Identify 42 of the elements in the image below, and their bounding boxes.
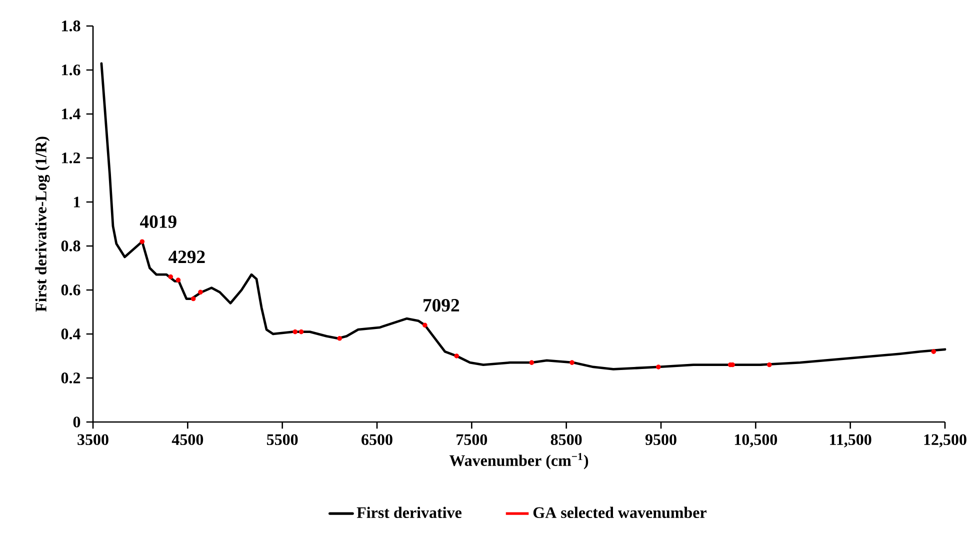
x-tick-label: 7500 bbox=[456, 434, 488, 446]
legend-label: GA selected wavenumber bbox=[533, 506, 706, 518]
y-tick-label: 0.2 bbox=[61, 372, 80, 384]
y-tick-label: 1.4 bbox=[62, 108, 80, 120]
annotation: 4019 bbox=[140, 215, 176, 228]
point bbox=[176, 278, 181, 282]
x-tick-label: 4500 bbox=[172, 434, 204, 446]
point bbox=[656, 364, 661, 370]
point bbox=[529, 360, 534, 365]
y-tick-label: 1.6 bbox=[62, 64, 80, 76]
x-tick-label: 8500 bbox=[550, 434, 582, 446]
point bbox=[168, 274, 174, 280]
point bbox=[766, 362, 772, 368]
y-tick-label: 1.2 bbox=[62, 152, 80, 164]
point bbox=[337, 336, 342, 341]
point bbox=[422, 322, 428, 328]
y-tick-label: 0.8 bbox=[61, 240, 80, 252]
x-tick-label: 12,500 bbox=[924, 434, 966, 448]
point bbox=[198, 290, 203, 295]
y-tick-label: 1.8 bbox=[62, 20, 80, 32]
x-tick-label: 6500 bbox=[362, 434, 392, 446]
y-axis-title: First derivative-Log (1/R) bbox=[35, 136, 50, 312]
legend-label: First derivative bbox=[356, 506, 462, 518]
x-tick-label: 5500 bbox=[266, 434, 298, 446]
x-tick-label: 10,500 bbox=[734, 434, 778, 448]
point bbox=[140, 239, 145, 244]
annotation: 7092 bbox=[424, 298, 460, 312]
y-tick-label: 0 bbox=[73, 416, 80, 428]
point bbox=[454, 354, 460, 358]
point bbox=[292, 329, 298, 334]
y-tick-label: 0.6 bbox=[61, 284, 80, 296]
point bbox=[570, 360, 574, 365]
point bbox=[298, 329, 304, 334]
x-axis-title: Wavenumber (cm$^{−1}$) bbox=[449, 452, 588, 470]
y-tick-label: 0.4 bbox=[61, 328, 80, 340]
x-tick-label: 9500 bbox=[645, 434, 676, 446]
annotation: 4292 bbox=[168, 250, 205, 264]
x-tick-label: 11,500 bbox=[830, 434, 872, 448]
x-tick-label: 3500 bbox=[78, 434, 108, 446]
point bbox=[190, 296, 196, 302]
point bbox=[931, 349, 936, 354]
y-tick-label: 1 bbox=[74, 196, 80, 208]
